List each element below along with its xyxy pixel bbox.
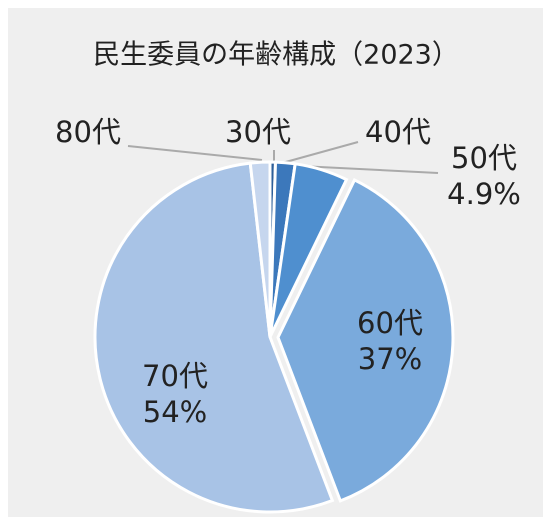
slice-label: 30代 [225,115,291,149]
chart-title: 民生委員の年齢構成（2023） [93,40,459,71]
value-label: 54% [143,395,207,429]
pie-slice [248,160,272,338]
slice-label: 80代 [55,115,121,149]
value-label: 4.9% [447,177,521,211]
slice-label: 50代 [451,141,517,175]
slice-label: 40代 [365,115,431,149]
slice-label: 60代 [357,306,423,340]
leader-lines [127,141,439,174]
leader-line [299,165,439,174]
pie-slice [93,161,335,514]
leader-line [281,141,359,164]
slice-label: 70代 [142,359,208,393]
pie-slice [276,177,455,503]
value-label: 37% [358,342,422,376]
pie-slice [268,162,349,338]
leader-line [127,145,263,161]
